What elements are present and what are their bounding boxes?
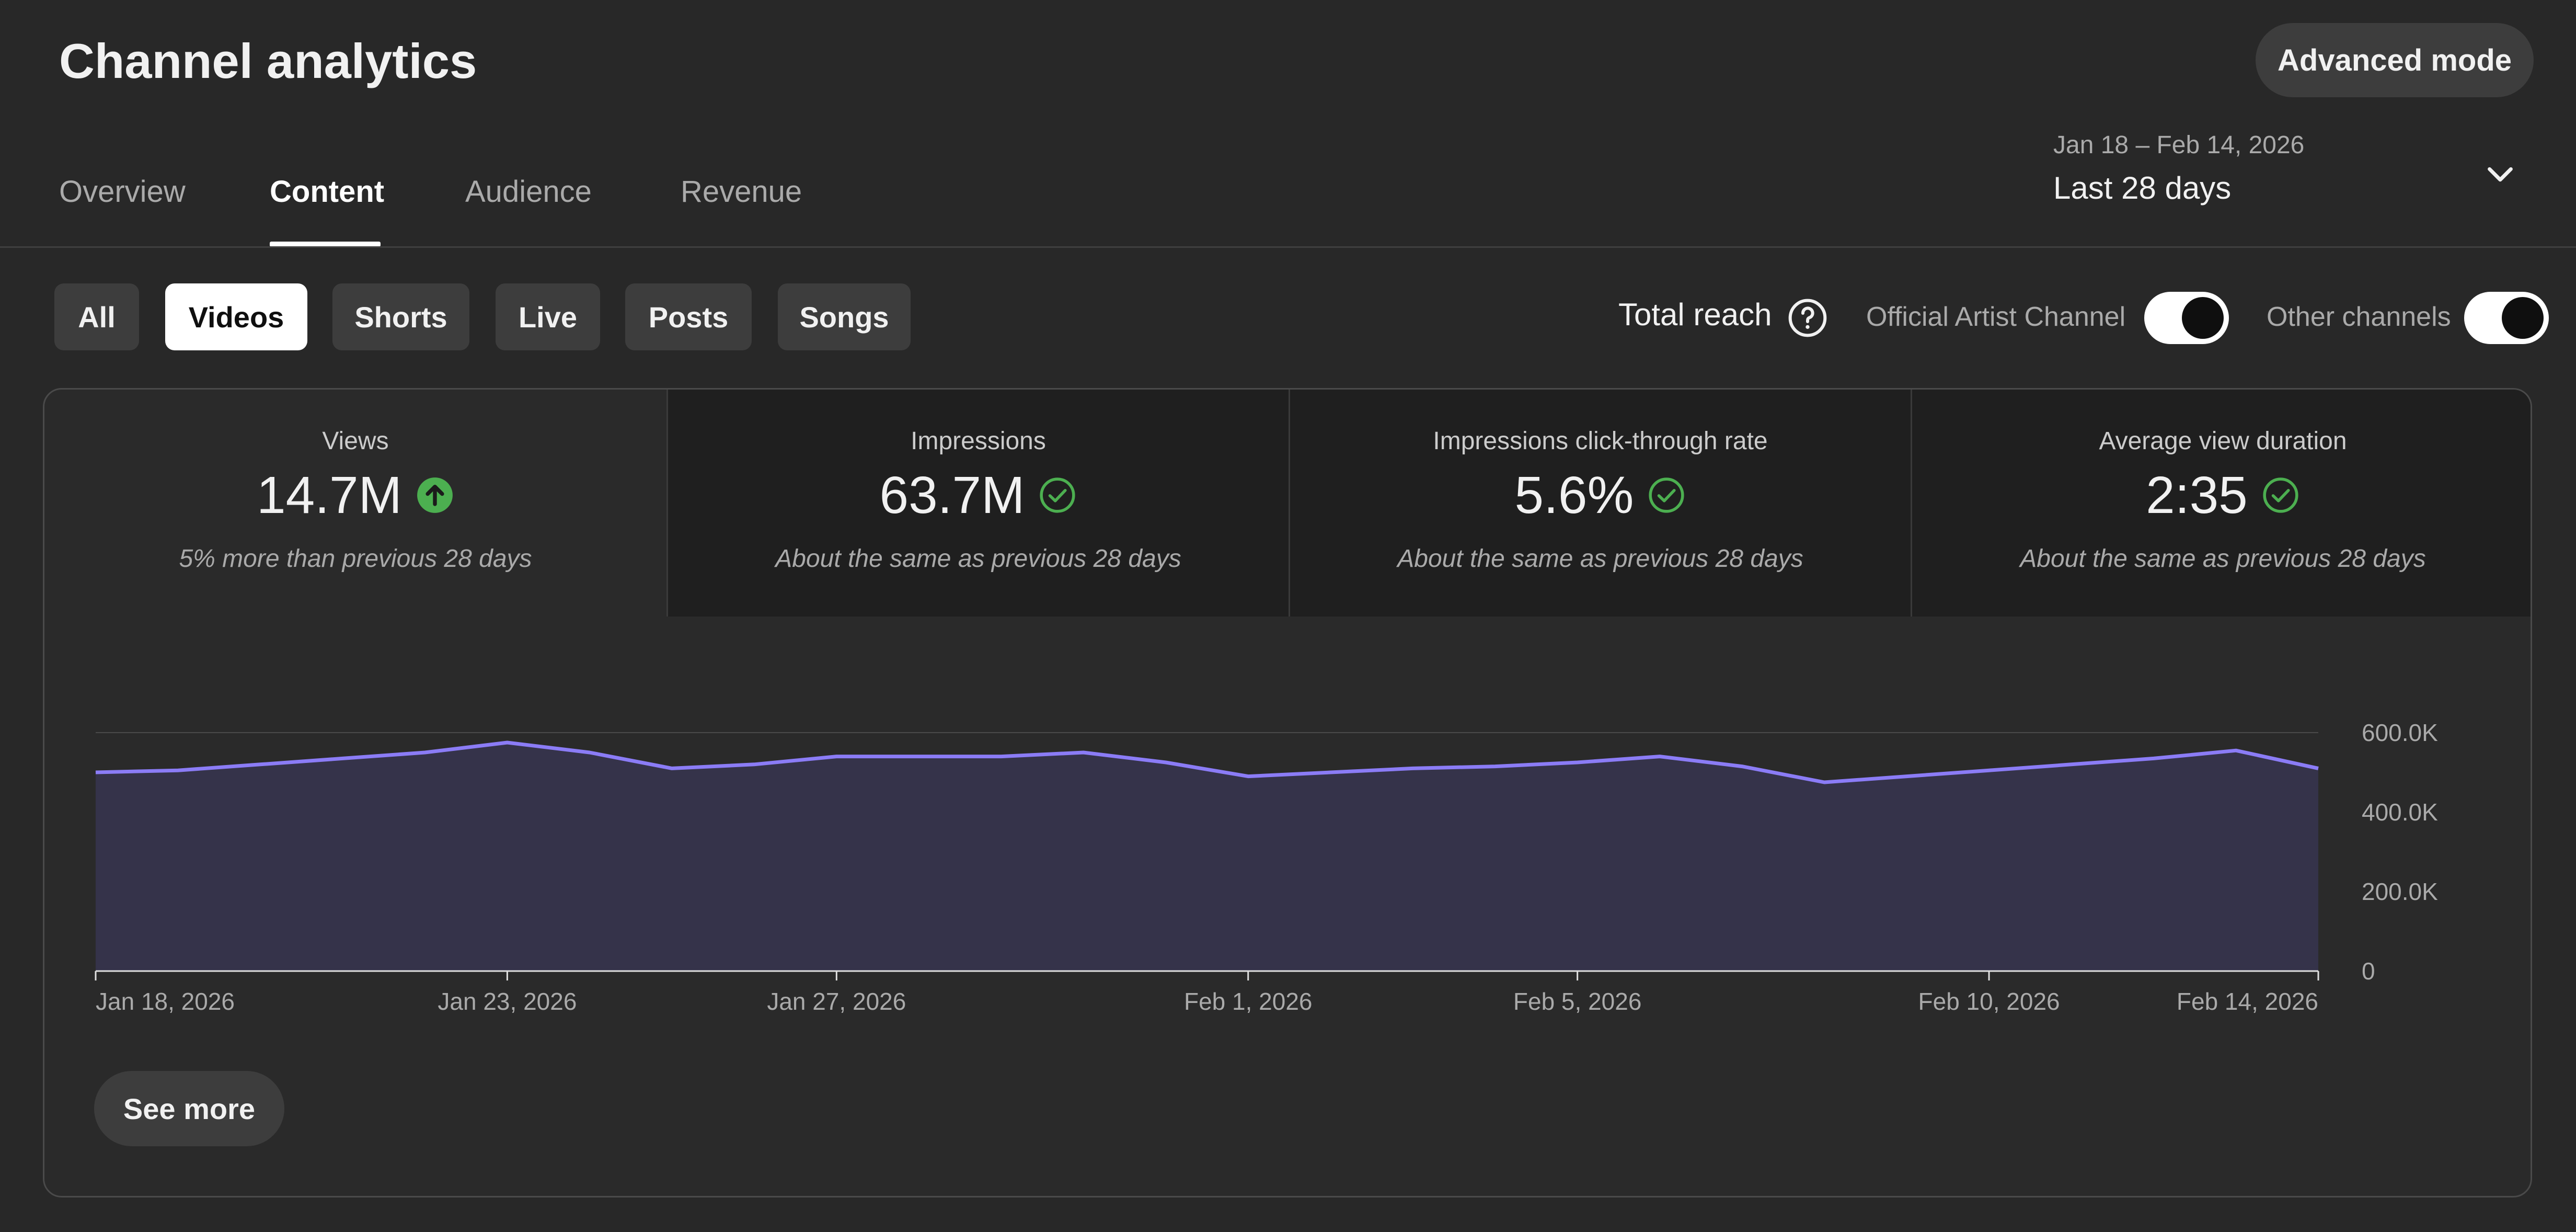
arrow-up-circle-icon [417, 477, 453, 513]
y-tick-label: 0 [2362, 957, 2375, 985]
other-channels-toggle[interactable] [2464, 292, 2549, 344]
x-tick-label: Feb 10, 2026 [1918, 988, 2060, 1015]
active-tab-indicator [270, 242, 381, 247]
x-tick-label: Feb 14, 2026 [2177, 988, 2318, 1015]
chip-videos[interactable]: Videos [165, 283, 307, 350]
metric-label: Impressions click-through rate [1433, 427, 1768, 455]
chip-shorts[interactable]: Shorts [332, 283, 469, 350]
metric-views[interactable]: Views 14.7M 5% more than previous 28 day… [44, 390, 666, 617]
page-title: Channel analytics [59, 33, 477, 88]
tabs-divider [0, 246, 2576, 248]
metric-value: 2:35 [2146, 466, 2248, 524]
x-tick-label: Jan 27, 2026 [767, 988, 906, 1015]
tab-audience[interactable]: Audience [465, 175, 592, 209]
chip-songs[interactable]: Songs [778, 283, 911, 350]
x-tick-label: Feb 5, 2026 [1513, 988, 1642, 1015]
other-channels-label: Other channels [2267, 302, 2451, 332]
y-tick-label: 200.0K [2362, 878, 2438, 905]
chip-all[interactable]: All [54, 283, 139, 350]
y-tick-label: 400.0K [2362, 798, 2438, 826]
date-preset-text: Last 28 days [2053, 170, 2232, 206]
metric-ctr[interactable]: Impressions click-through rate 5.6% Abou… [1289, 390, 1911, 617]
area-fill [96, 743, 2318, 971]
metric-value: 63.7M [879, 466, 1025, 524]
total-reach-label: Total reach [1618, 297, 1772, 332]
x-tick-label: Jan 18, 2026 [96, 988, 235, 1015]
official-artist-channel-toggle[interactable] [2144, 292, 2229, 344]
metric-label: Average view duration [2099, 427, 2347, 455]
metric-note: 5% more than previous 28 days [179, 545, 532, 573]
check-circle-icon [1040, 477, 1076, 513]
official-artist-channel-label: Official Artist Channel [1866, 302, 2126, 332]
tab-revenue[interactable]: Revenue [681, 175, 802, 209]
check-circle-icon [2263, 477, 2298, 513]
x-tick-label: Feb 1, 2026 [1184, 988, 1313, 1015]
metric-label: Impressions [911, 427, 1046, 455]
metric-impressions[interactable]: Impressions 63.7M About the same as prev… [666, 390, 1289, 617]
analytics-card: Views 14.7M 5% more than previous 28 day… [43, 388, 2532, 1197]
toggle-knob [2182, 297, 2224, 339]
toggle-knob [2502, 297, 2544, 339]
metric-note: About the same as previous 28 days [2020, 545, 2426, 573]
chevron-down-icon[interactable] [2482, 157, 2518, 193]
chip-live[interactable]: Live [496, 283, 600, 350]
metric-avg-view-duration[interactable]: Average view duration 2:35 About the sam… [1911, 390, 2531, 617]
tab-overview[interactable]: Overview [59, 175, 186, 209]
tab-content[interactable]: Content [270, 175, 385, 209]
metric-value: 14.7M [257, 466, 402, 524]
views-chart: 0 200.0K 400.0K 600.0K Jan 18, 2026 Jan 23, 2… [95, 719, 2438, 1015]
chip-posts[interactable]: Posts [625, 283, 752, 350]
advanced-mode-button[interactable]: Advanced mode [2256, 23, 2534, 97]
help-circle-icon[interactable] [1787, 297, 1828, 339]
see-more-button[interactable]: See more [94, 1071, 284, 1146]
metric-value: 5.6% [1514, 466, 1634, 524]
metric-note: About the same as previous 28 days [775, 545, 1181, 573]
date-range-text: Jan 18 – Feb 14, 2026 [2053, 131, 2305, 159]
metric-note: About the same as previous 28 days [1397, 545, 1803, 573]
metric-label: Views [322, 427, 389, 455]
y-tick-label: 600.0K [2362, 719, 2438, 746]
check-circle-icon [1649, 477, 1685, 513]
views-line [95, 740, 2319, 784]
x-tick-label: Jan 23, 2026 [438, 988, 577, 1015]
